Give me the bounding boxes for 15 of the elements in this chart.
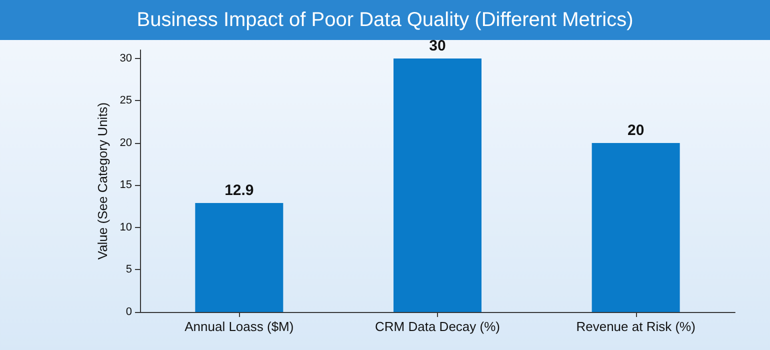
- y-tick-label: 0: [126, 306, 132, 318]
- y-tick-label: 25: [120, 94, 132, 107]
- x-tick-label: Annual Loass ($M): [184, 319, 294, 334]
- y-tick-label: 10: [120, 221, 132, 234]
- y-tick-label: 15: [120, 179, 132, 192]
- data-label: 12.9: [224, 182, 254, 199]
- x-tick-label: CRM Data Decay (%): [375, 319, 500, 334]
- y-tick-label: 30: [120, 52, 132, 64]
- chart-title: Business Impact of Poor Data Quality (Different Metrics): [136, 9, 634, 31]
- y-axis-title: Value (See Category Units): [94, 102, 110, 260]
- y-tick-label: 5: [126, 264, 132, 276]
- data-label: 20: [627, 122, 644, 139]
- y-tick-label: 20: [120, 136, 132, 149]
- data-label: 30: [429, 37, 446, 54]
- x-tick-label: Revenue at Risk (%): [576, 319, 696, 334]
